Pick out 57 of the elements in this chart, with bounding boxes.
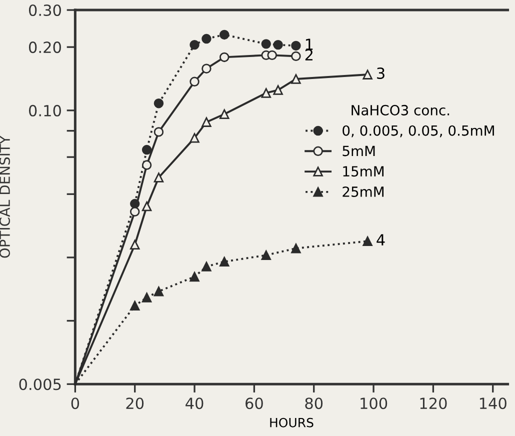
x-tick-label: 40	[186, 398, 204, 410]
point	[190, 272, 200, 282]
x-tick-label: 100	[360, 398, 388, 410]
legend-label: 0, 0.005, 0.05, 0.5mM	[342, 125, 494, 138]
point	[261, 39, 271, 49]
x-tick-label: 140	[480, 398, 506, 410]
point	[220, 30, 230, 40]
point	[190, 133, 200, 143]
point	[154, 286, 164, 296]
point	[130, 300, 140, 311]
point	[130, 240, 140, 250]
point	[154, 127, 164, 137]
x-axis-title: HOURS	[270, 418, 314, 428]
point	[291, 243, 301, 254]
point	[142, 201, 152, 212]
point	[202, 34, 212, 44]
point	[142, 292, 152, 302]
legend-label: 5mM	[342, 146, 375, 156]
annotation: 3	[377, 67, 384, 80]
point	[220, 109, 230, 119]
point	[261, 88, 271, 98]
y-tick-label: 0.20	[28, 42, 61, 54]
point	[202, 262, 212, 272]
y-axis-title: OPTICAL DENSITY	[0, 136, 10, 258]
point	[291, 40, 301, 51]
point	[291, 74, 301, 84]
point	[142, 144, 152, 155]
point	[362, 236, 372, 246]
point	[261, 250, 271, 260]
legend-title: NaHCO3 conc.	[352, 104, 450, 116]
y-tick-label: 0.30	[28, 4, 61, 16]
point	[202, 117, 212, 127]
point	[273, 40, 283, 50]
point	[220, 256, 230, 267]
point	[130, 206, 140, 217]
point	[273, 85, 283, 95]
x-tick-label: 80	[305, 398, 323, 410]
x-tick-label: 120	[420, 398, 447, 410]
y-tick-label: 0.10	[28, 104, 61, 116]
point	[362, 70, 372, 80]
point	[154, 98, 164, 108]
legend-label: 25mM	[342, 186, 384, 197]
point	[202, 64, 212, 74]
point	[190, 40, 200, 50]
point	[142, 160, 152, 170]
point	[190, 76, 200, 87]
annotation: 2	[305, 49, 312, 60]
annotation: 4	[376, 234, 385, 246]
y-tick-label: 0.005	[19, 378, 61, 390]
point	[267, 50, 277, 60]
point	[154, 172, 164, 182]
x-tick-label: 0	[71, 398, 80, 410]
x-tick-label: 20	[126, 398, 144, 410]
point	[291, 51, 301, 62]
legend-label: 15mM	[343, 166, 384, 177]
point	[220, 52, 230, 62]
x-tick-label: 60	[246, 398, 263, 410]
